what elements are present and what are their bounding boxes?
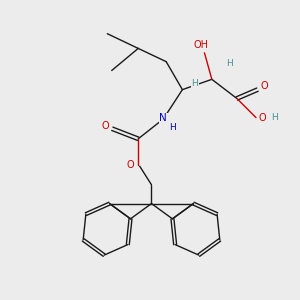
Text: O: O — [127, 160, 134, 170]
Text: O: O — [101, 122, 109, 131]
Text: H: H — [226, 58, 233, 68]
Text: O: O — [259, 112, 266, 123]
Text: H: H — [169, 123, 176, 132]
Text: OH: OH — [194, 40, 208, 50]
Text: H: H — [271, 113, 278, 122]
Text: H: H — [191, 79, 198, 88]
Text: N: N — [159, 113, 167, 124]
Text: O: O — [260, 80, 268, 91]
